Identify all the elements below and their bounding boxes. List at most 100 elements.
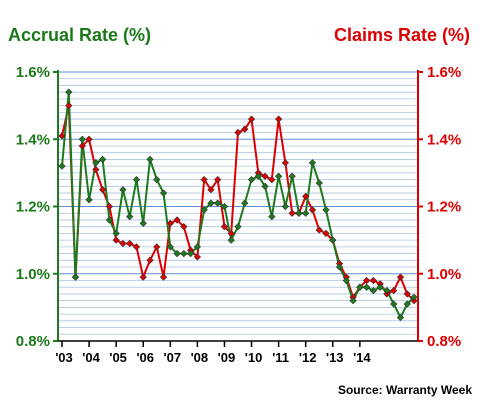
claims-point bbox=[241, 125, 249, 133]
claims-point bbox=[85, 135, 93, 143]
accrual-point bbox=[193, 243, 202, 251]
accrual-point bbox=[410, 293, 418, 301]
accrual-point bbox=[349, 297, 357, 305]
claims-point bbox=[146, 256, 154, 264]
accrual-point bbox=[241, 199, 249, 207]
accrual-point bbox=[200, 206, 208, 214]
right-tick-label: 1.4% bbox=[427, 131, 461, 148]
accrual-point bbox=[234, 223, 242, 231]
x-tick-label: '03 bbox=[55, 350, 73, 365]
axes bbox=[53, 70, 423, 347]
claims-point bbox=[315, 226, 323, 234]
claims-point bbox=[166, 219, 174, 227]
accrual-point bbox=[254, 172, 262, 180]
accrual-point bbox=[65, 88, 73, 96]
accrual-point bbox=[153, 175, 161, 184]
accrual-point bbox=[383, 286, 391, 295]
right-tick-label: 1.6% bbox=[427, 64, 461, 81]
accrual-point bbox=[281, 202, 290, 211]
accrual-point bbox=[119, 186, 127, 194]
claims-point bbox=[403, 290, 411, 298]
accrual-point bbox=[342, 276, 350, 285]
claims-point bbox=[274, 115, 283, 123]
accrual-point bbox=[78, 135, 86, 143]
right-tick-label: 1.2% bbox=[427, 199, 461, 216]
accrual-point bbox=[227, 236, 235, 244]
accrual-point bbox=[396, 313, 405, 322]
claims-point bbox=[126, 239, 134, 248]
claims-point bbox=[369, 276, 378, 285]
accrual-point bbox=[315, 179, 323, 187]
series-markers bbox=[58, 88, 418, 322]
x-tick-label: '11 bbox=[272, 350, 289, 365]
claims-point bbox=[200, 175, 208, 184]
accrual-point bbox=[220, 202, 229, 211]
claims-point bbox=[159, 273, 168, 281]
accrual-point bbox=[85, 196, 93, 204]
accrual-point bbox=[288, 172, 296, 180]
accrual-point bbox=[159, 189, 168, 197]
claims-point bbox=[396, 273, 405, 281]
accrual-point bbox=[403, 300, 411, 308]
claims-point bbox=[247, 115, 256, 123]
claims-point bbox=[92, 165, 100, 174]
claims-point bbox=[78, 142, 86, 150]
accrual-point bbox=[180, 249, 188, 258]
claims-point bbox=[98, 186, 107, 194]
accrual-point bbox=[329, 236, 337, 244]
claims-point bbox=[302, 192, 310, 201]
left-tick-label: 1.0% bbox=[16, 266, 50, 283]
left-tick-label: 1.4% bbox=[16, 131, 50, 148]
accrual-point bbox=[207, 199, 215, 207]
accrual-point bbox=[268, 212, 276, 221]
claims-point bbox=[207, 186, 215, 194]
accrual-point bbox=[105, 216, 114, 224]
left-tick-label: 0.8% bbox=[16, 333, 50, 350]
x-tick-label: '07 bbox=[164, 350, 182, 365]
accrual-point bbox=[146, 155, 154, 164]
claims-point bbox=[261, 172, 269, 180]
claims-point bbox=[288, 209, 296, 217]
left-tick-label: 1.6% bbox=[16, 64, 50, 81]
accrual-point bbox=[376, 283, 384, 291]
x-tick-label: '08 bbox=[191, 350, 209, 365]
accrual-point bbox=[173, 249, 181, 258]
claims-point bbox=[105, 202, 114, 211]
accrual-point bbox=[308, 159, 317, 167]
accrual-point bbox=[98, 155, 107, 164]
accrual-point bbox=[356, 283, 364, 291]
source-note: Source: Warranty Week bbox=[338, 383, 472, 397]
accrual-point bbox=[322, 206, 330, 214]
accrual-point bbox=[139, 219, 147, 227]
claims-point bbox=[153, 243, 161, 251]
x-tick-label: '04 bbox=[82, 350, 100, 365]
axis-labels: 0.8% 0.8% 1.0% 1.0% 1.2% 1.2% 1.4% 1.4% 1.6% 1.6%… bbox=[16, 64, 461, 365]
accrual-point bbox=[166, 243, 174, 251]
claims-point bbox=[220, 223, 229, 231]
claims-point bbox=[112, 236, 120, 244]
x-tick-label: '12 bbox=[299, 350, 317, 365]
accrual-point bbox=[302, 209, 310, 217]
claims-point bbox=[281, 159, 290, 167]
right-tick-label: 0.8% bbox=[427, 333, 461, 350]
x-tick-label: '09 bbox=[218, 350, 236, 365]
claims-point bbox=[65, 102, 73, 110]
accrual-point bbox=[71, 273, 80, 281]
left-tick-label: 1.2% bbox=[16, 199, 50, 216]
claims-point bbox=[268, 175, 276, 184]
claims-point bbox=[322, 229, 330, 238]
right-axis-title: Claims Rate (%) bbox=[334, 25, 470, 45]
accrual-point bbox=[390, 300, 398, 308]
claims-point bbox=[139, 273, 147, 281]
claims-point bbox=[132, 243, 141, 251]
accrual-point bbox=[112, 229, 120, 238]
grid bbox=[58, 71, 418, 342]
accrual-point bbox=[369, 286, 378, 295]
accrual-point bbox=[132, 175, 141, 184]
claims-point bbox=[173, 216, 181, 224]
claims-point bbox=[234, 128, 242, 137]
accrual-point bbox=[295, 209, 303, 217]
claims-point bbox=[180, 223, 188, 231]
right-tick-label: 1.0% bbox=[427, 266, 461, 283]
